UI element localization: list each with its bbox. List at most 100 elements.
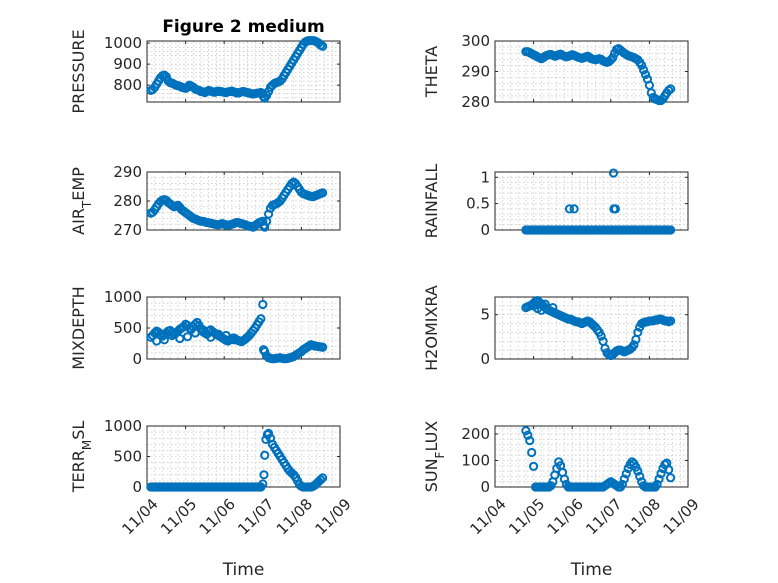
y-axis-label: AIRTEMP — [69, 167, 94, 235]
x-tick-label: 11/07 — [234, 495, 277, 538]
data-point — [640, 69, 651, 80]
figure-title: Figure 2 medium — [162, 17, 324, 37]
data-point — [639, 65, 649, 75]
data-point — [527, 447, 537, 458]
y-tick-label: 0 — [480, 350, 490, 368]
data-point — [633, 327, 643, 338]
axes-box — [494, 296, 689, 360]
y-tick-label: 0.5 — [466, 195, 490, 213]
y-tick-label: 0 — [480, 478, 490, 496]
series-markers — [521, 168, 676, 235]
data-point — [529, 461, 539, 471]
subplot-theta: 280 290 300 THETA — [422, 32, 689, 111]
data-point — [633, 466, 643, 476]
data-point — [608, 53, 618, 63]
axes-box — [146, 40, 341, 103]
data-point — [260, 346, 270, 357]
y-axis-label-main: AIR — [69, 208, 88, 235]
y-axis-label: PRESSURE — [69, 29, 88, 113]
data-point — [621, 469, 631, 479]
data-point — [652, 479, 662, 489]
y-axis-label: THETA — [422, 46, 441, 98]
y-axis-label-main: THETA — [422, 46, 441, 98]
data-point — [559, 474, 570, 484]
series-markers — [521, 426, 676, 492]
y-tick-label: 100 — [461, 451, 490, 469]
data-point — [525, 435, 535, 446]
y-tick-label: 800 — [113, 76, 142, 94]
series-markers — [146, 428, 328, 492]
data-point — [600, 343, 610, 353]
data-point — [316, 475, 326, 485]
data-point — [318, 41, 328, 51]
x-axis-label: Time — [222, 560, 265, 580]
data-point — [318, 188, 328, 198]
y-tick-label: 0 — [132, 350, 142, 368]
y-tick-label: 1000 — [104, 34, 142, 52]
y-axis-label-main: H2OMIXRA — [422, 285, 441, 371]
series-markers — [146, 299, 328, 364]
x-tick-label: 11/06 — [544, 495, 587, 538]
y-tick-label: 290 — [113, 163, 142, 181]
subplot-mixdepth: 0 500 1000 MIXDEPTH — [69, 286, 341, 370]
data-point — [229, 335, 239, 345]
data-point — [536, 305, 546, 315]
y-tick-label: 1000 — [104, 288, 142, 306]
y-tick-label: 0 — [132, 478, 142, 496]
data-point — [182, 332, 193, 342]
data-point — [666, 225, 676, 235]
data-point — [629, 340, 639, 350]
data-point — [167, 330, 177, 341]
data-point — [521, 426, 531, 436]
data-point — [610, 204, 621, 214]
data-point — [656, 469, 666, 479]
data-point — [167, 327, 177, 337]
y-tick-label: 1000 — [104, 417, 142, 435]
y-tick-label: 900 — [113, 55, 142, 73]
y-tick-label: 500 — [113, 319, 142, 337]
y-axis-label-subscript: M — [80, 440, 94, 450]
y-axis-label-rest: EMP — [69, 167, 88, 201]
y-axis-label: MIXDEPTH — [69, 286, 88, 369]
data-point — [606, 55, 616, 65]
data-point — [619, 474, 629, 484]
plot-area — [495, 172, 688, 230]
data-point — [258, 479, 268, 489]
y-tick-label: 0 — [480, 221, 490, 239]
data-point — [318, 342, 328, 352]
y-axis-label-subscript: T — [80, 200, 94, 209]
y-axis-label: H2OMIXRA — [422, 285, 441, 371]
x-tick-label: 11/05 — [505, 495, 548, 538]
y-tick-label: 500 — [113, 448, 142, 466]
data-point — [637, 60, 647, 71]
y-axis-label-rest: LUX — [422, 421, 441, 452]
data-point — [596, 331, 606, 341]
series-markers — [146, 177, 328, 232]
data-point — [198, 325, 208, 335]
data-point — [258, 299, 268, 310]
y-axis-label-rest: SL — [69, 421, 88, 440]
x-tick-label: 11/08 — [273, 495, 316, 538]
data-point — [263, 428, 274, 438]
data-point — [190, 328, 200, 338]
y-tick-label: 5 — [480, 306, 490, 324]
data-point — [569, 204, 579, 214]
y-tick-label: 270 — [113, 221, 142, 239]
data-point — [221, 330, 231, 341]
y-axis-label: SUNFLUX — [422, 421, 447, 493]
data-point — [260, 450, 270, 460]
data-point — [564, 204, 575, 214]
y-axis-label: RAINFALL — [422, 164, 441, 239]
data-point — [540, 299, 550, 309]
subplot-rainfall: 0 0.5 1 RAINFALL — [422, 164, 689, 239]
x-tick-label: 11/05 — [157, 495, 200, 538]
y-tick-label: 300 — [461, 32, 490, 50]
y-axis-label-main: SUN — [422, 458, 441, 492]
series-markers — [146, 35, 328, 103]
y-axis-label-main: PRESSURE — [69, 29, 88, 113]
data-point — [608, 168, 619, 178]
data-point — [206, 332, 216, 342]
